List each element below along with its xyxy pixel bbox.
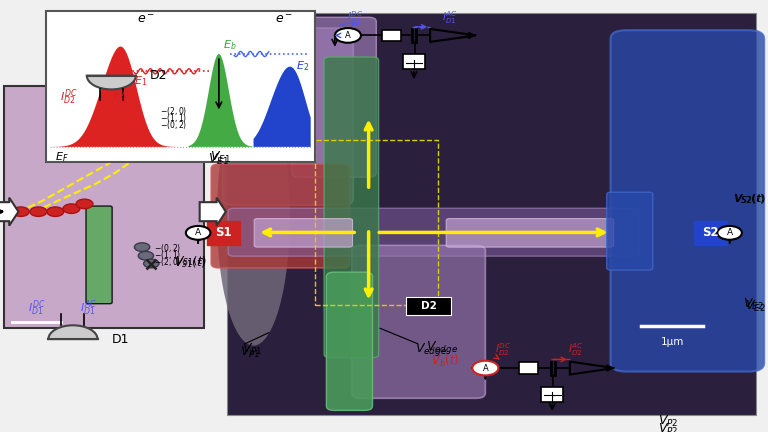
Text: $V_{E1}$: $V_{E1}$ bbox=[208, 152, 229, 167]
Circle shape bbox=[76, 199, 93, 209]
Text: $V_{S2}(t)$: $V_{S2}(t)$ bbox=[733, 192, 766, 206]
FancyBboxPatch shape bbox=[326, 272, 372, 410]
Text: $-(1,1)$: $-(1,1)$ bbox=[154, 249, 182, 261]
Text: $E_b$: $E_b$ bbox=[223, 38, 237, 52]
Text: A: A bbox=[195, 229, 201, 237]
Circle shape bbox=[717, 226, 742, 240]
Wedge shape bbox=[87, 76, 136, 89]
Text: $E_F$: $E_F$ bbox=[55, 150, 69, 164]
Text: $-(0,2)$: $-(0,2)$ bbox=[160, 119, 187, 131]
Text: $V_{P2}$: $V_{P2}$ bbox=[658, 413, 678, 429]
Text: $V_{S1}(t)$: $V_{S1}(t)$ bbox=[175, 254, 207, 268]
FancyBboxPatch shape bbox=[446, 219, 614, 247]
Circle shape bbox=[182, 110, 199, 119]
FancyBboxPatch shape bbox=[352, 245, 485, 398]
Circle shape bbox=[170, 116, 187, 126]
Text: $E_1$: $E_1$ bbox=[134, 74, 147, 88]
Text: $I_{D1}^{DC}$: $I_{D1}^{DC}$ bbox=[28, 298, 45, 318]
Text: $V_{P1}$: $V_{P1}$ bbox=[240, 345, 261, 359]
Circle shape bbox=[127, 144, 142, 152]
Circle shape bbox=[63, 204, 80, 213]
Bar bbox=[519, 362, 538, 374]
Circle shape bbox=[114, 152, 129, 161]
FancyArrow shape bbox=[200, 198, 226, 226]
Text: $E_2$: $E_2$ bbox=[296, 60, 309, 73]
Circle shape bbox=[138, 251, 154, 260]
FancyArrow shape bbox=[0, 198, 18, 226]
Bar bbox=[403, 54, 425, 69]
Text: $-(2,0)$: $-(2,0)$ bbox=[154, 256, 182, 268]
FancyBboxPatch shape bbox=[223, 28, 353, 205]
Text: A: A bbox=[727, 229, 733, 237]
Bar bbox=[46, 11, 315, 162]
Text: $V_{S2}(t)$: $V_{S2}(t)$ bbox=[733, 192, 765, 206]
Circle shape bbox=[335, 28, 361, 43]
Circle shape bbox=[12, 207, 29, 216]
Circle shape bbox=[47, 207, 64, 216]
Ellipse shape bbox=[217, 86, 290, 346]
FancyBboxPatch shape bbox=[611, 30, 764, 372]
Bar bbox=[541, 387, 563, 402]
Text: $-(1,1)$: $-(1,1)$ bbox=[160, 112, 187, 124]
Wedge shape bbox=[48, 325, 98, 339]
Text: $V_{edge}$: $V_{edge}$ bbox=[415, 340, 447, 358]
Circle shape bbox=[141, 135, 156, 143]
Text: $V_{P1}$: $V_{P1}$ bbox=[242, 343, 263, 357]
FancyBboxPatch shape bbox=[406, 297, 451, 315]
FancyBboxPatch shape bbox=[694, 221, 727, 245]
FancyBboxPatch shape bbox=[292, 17, 376, 177]
Text: $I_{D1}^{AC}$: $I_{D1}^{AC}$ bbox=[442, 9, 458, 25]
Text: S2: S2 bbox=[702, 226, 719, 239]
Bar bbox=[315, 140, 438, 305]
Text: $I_{D1}^{DC}$: $I_{D1}^{DC}$ bbox=[346, 9, 363, 25]
Circle shape bbox=[186, 226, 210, 240]
Text: $V_{E2}$: $V_{E2}$ bbox=[743, 297, 764, 312]
Text: $I_{D2}^{AC}$: $I_{D2}^{AC}$ bbox=[113, 87, 130, 107]
Text: $e^-$: $e^-$ bbox=[137, 13, 155, 26]
FancyBboxPatch shape bbox=[228, 208, 640, 256]
Text: D2: D2 bbox=[150, 69, 167, 82]
Text: $V_{E2}$: $V_{E2}$ bbox=[745, 299, 766, 314]
FancyBboxPatch shape bbox=[211, 164, 349, 268]
Bar bbox=[382, 30, 401, 41]
Text: $V_{P2}$: $V_{P2}$ bbox=[658, 422, 678, 432]
FancyBboxPatch shape bbox=[254, 219, 353, 247]
Text: $I_{D2}^{DC}$: $I_{D2}^{DC}$ bbox=[495, 342, 511, 358]
Text: A: A bbox=[482, 364, 488, 372]
Bar bbox=[4, 86, 204, 328]
Text: $V_b(t)$: $V_b(t)$ bbox=[431, 353, 459, 369]
Bar bbox=[227, 13, 756, 415]
Text: D1: D1 bbox=[269, 89, 284, 100]
Text: $V_{S1}(t)$: $V_{S1}(t)$ bbox=[174, 257, 206, 270]
Text: S1: S1 bbox=[215, 226, 232, 239]
FancyBboxPatch shape bbox=[324, 57, 379, 358]
Circle shape bbox=[472, 361, 498, 375]
Circle shape bbox=[144, 259, 159, 268]
Text: $I_{D2}^{DC}$: $I_{D2}^{DC}$ bbox=[61, 87, 78, 107]
Text: A: A bbox=[345, 31, 351, 40]
FancyBboxPatch shape bbox=[86, 206, 112, 304]
Circle shape bbox=[30, 207, 47, 216]
Text: D1: D1 bbox=[111, 333, 129, 346]
Circle shape bbox=[134, 243, 150, 251]
FancyBboxPatch shape bbox=[607, 192, 653, 270]
Circle shape bbox=[159, 125, 176, 134]
Text: D2: D2 bbox=[421, 301, 436, 311]
FancyBboxPatch shape bbox=[207, 221, 240, 245]
Text: $I_{D1}^{AC}$: $I_{D1}^{AC}$ bbox=[80, 298, 97, 318]
Text: $V_{E1}$: $V_{E1}$ bbox=[210, 150, 230, 165]
Text: $-(0,2)$: $-(0,2)$ bbox=[154, 242, 182, 254]
Text: 1μm: 1μm bbox=[660, 337, 684, 347]
Text: $-(2,0)$: $-(2,0)$ bbox=[160, 105, 187, 118]
Text: $e^-$: $e^-$ bbox=[275, 13, 293, 26]
Text: $V_{edge}$: $V_{edge}$ bbox=[426, 339, 458, 356]
Text: $I_{D2}^{AC}$: $I_{D2}^{AC}$ bbox=[568, 342, 584, 358]
FancyBboxPatch shape bbox=[253, 86, 299, 104]
